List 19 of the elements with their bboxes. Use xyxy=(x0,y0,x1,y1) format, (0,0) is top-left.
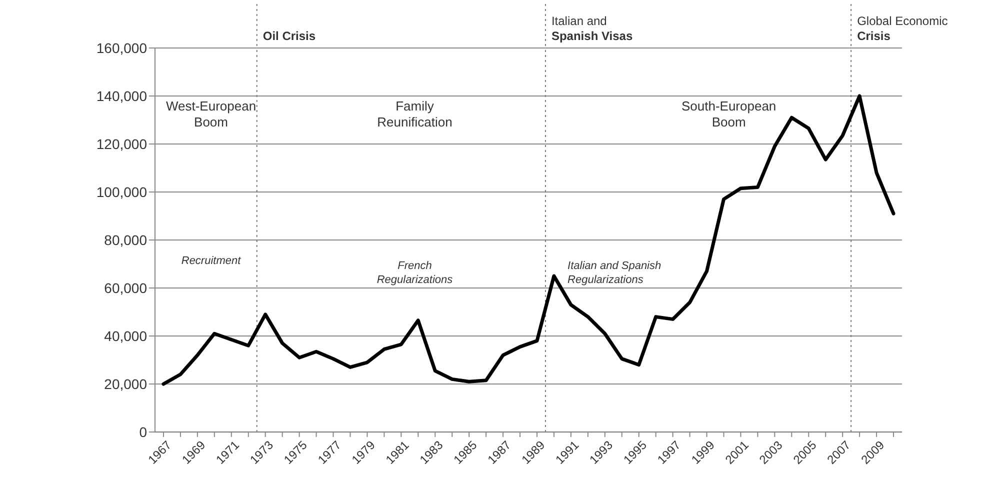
y-tick-label: 100,000 xyxy=(96,184,148,200)
annotation: West-European Boom xyxy=(166,98,256,130)
line-series xyxy=(162,94,896,386)
y-tick-label: 80,000 xyxy=(104,232,148,248)
annotation: French Regularizations xyxy=(376,260,454,286)
y-tick-label: 60,000 xyxy=(104,280,148,296)
annotation: Recruitment xyxy=(181,255,242,267)
y-tick-label: 160,000 xyxy=(96,40,148,56)
annotation: Family Reunification xyxy=(377,98,452,130)
y-tick-label: 120,000 xyxy=(96,136,148,152)
y-tick-label: 20,000 xyxy=(104,376,148,392)
ref-line-label: Oil Crisis xyxy=(262,29,316,43)
ref-line-label: Global Economic Crisis xyxy=(857,14,948,43)
annotation: Italian and Spanish Regularizations xyxy=(568,260,662,286)
ref-line-label: Italian and Spanish Visas xyxy=(551,14,633,43)
y-tick-label: 140,000 xyxy=(96,88,148,104)
y-tick-label: 40,000 xyxy=(104,328,148,344)
annotation: South-European Boom xyxy=(681,98,776,130)
y-tick-label: 0 xyxy=(139,424,148,440)
